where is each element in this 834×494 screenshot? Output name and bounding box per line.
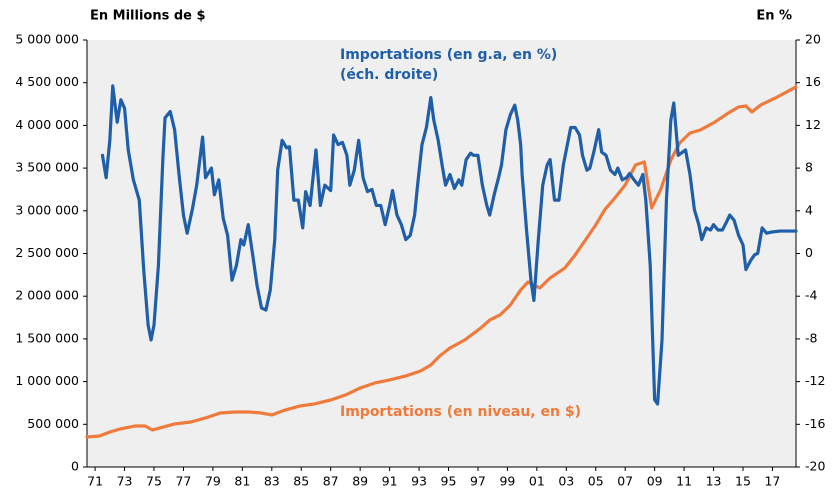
y2-tick-label: 8 [805, 160, 813, 175]
x-tick-label: 93 [411, 474, 427, 489]
y-tick-label: 0 [71, 459, 79, 474]
x-tick-label: 97 [470, 474, 486, 489]
x-tick-label: 15 [735, 474, 751, 489]
x-tick-label: 83 [264, 474, 280, 489]
x-tick-label: 77 [175, 474, 191, 489]
y-tick-label: 5 000 000 [15, 32, 79, 47]
series-line [100, 84, 798, 406]
y-tick-label: 3 000 000 [15, 202, 79, 217]
y-tick-label: 1 000 000 [15, 373, 79, 388]
y2-tick-label: 16 [805, 74, 821, 89]
series-label: Importations (en g.a, en %) [340, 47, 557, 63]
x-tick-label: 99 [499, 474, 515, 489]
series-label: Importations (en niveau, en $) [340, 404, 581, 420]
x-tick-label: 75 [146, 474, 162, 489]
x-tick-label: 91 [382, 474, 398, 489]
x-tick-label: 71 [87, 474, 103, 489]
x-tick-label: 87 [323, 474, 339, 489]
x-tick-label: 73 [117, 474, 133, 489]
y2-tick-label: -16 [805, 416, 825, 431]
y2-tick-label: 20 [805, 32, 821, 47]
plot-area [87, 40, 796, 467]
x-tick-label: 81 [234, 474, 250, 489]
x-tick-label: 17 [764, 474, 780, 489]
x-tick-label: 03 [558, 474, 574, 489]
y2-tick-label: 4 [805, 202, 813, 217]
y2-tick-label: -12 [805, 373, 825, 388]
y-tick-label: 3 500 000 [15, 160, 79, 175]
y-tick-label: 1 500 000 [15, 330, 79, 345]
right-axis-label: En % [756, 9, 792, 24]
y2-tick-label: 0 [805, 245, 813, 260]
x-tick-label: 89 [352, 474, 368, 489]
x-tick-label: 13 [706, 474, 722, 489]
x-tick-label: 07 [617, 474, 633, 489]
x-tick-label: 95 [441, 474, 457, 489]
y-tick-label: 2 500 000 [15, 245, 79, 260]
x-tick-label: 85 [293, 474, 309, 489]
y2-tick-label: 12 [805, 117, 821, 132]
y2-tick-label: -8 [805, 330, 818, 345]
x-tick-label: 05 [588, 474, 604, 489]
annotation: (éch. droite) [340, 67, 438, 83]
y-tick-label: 2 000 000 [15, 288, 79, 303]
left-axis-label: En Millions de $ [90, 9, 206, 24]
x-tick-label: 79 [205, 474, 221, 489]
y2-tick-label: -20 [805, 459, 825, 474]
y-tick-label: 500 000 [27, 416, 79, 431]
x-tick-label: 09 [647, 474, 663, 489]
x-tick-label: 11 [676, 474, 692, 489]
y2-tick-label: -4 [805, 288, 818, 303]
y-tick-label: 4 000 000 [15, 117, 79, 132]
x-tick-label: 01 [529, 474, 545, 489]
y-tick-label: 4 500 000 [15, 74, 79, 89]
